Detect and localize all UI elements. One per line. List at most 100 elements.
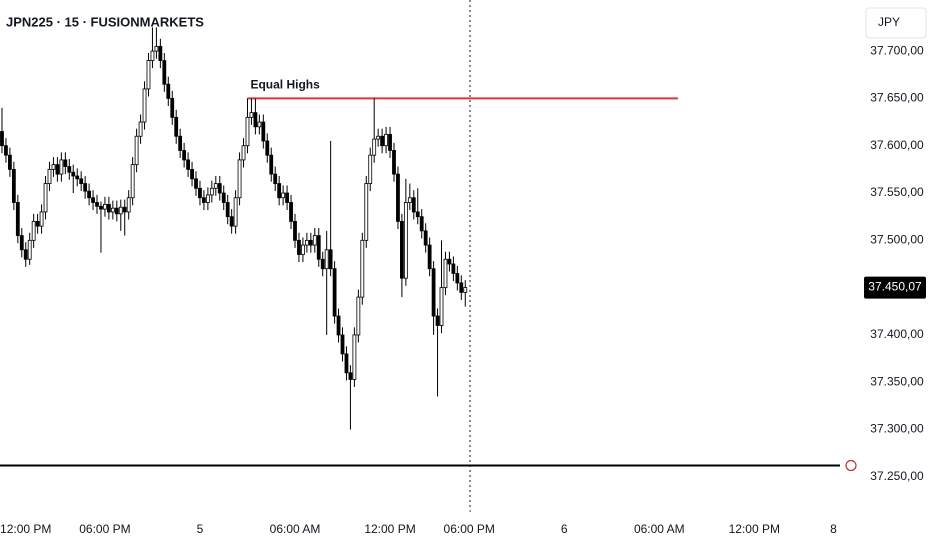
- candle-body: [106, 203, 111, 213]
- candle-body: [392, 150, 396, 175]
- candle-body: [407, 197, 412, 203]
- x-tick-label: 5: [197, 522, 204, 536]
- candle-body: [451, 263, 456, 274]
- candle-body: [154, 45, 159, 52]
- annotation-label: Equal Highs: [250, 78, 320, 92]
- candle-body: [217, 183, 222, 194]
- candle-body: [304, 239, 309, 246]
- candle-body: [435, 315, 440, 326]
- candle-body: [308, 239, 313, 246]
- candle-body: [427, 244, 432, 270]
- candle-body: [146, 60, 151, 90]
- candle-body: [439, 287, 444, 326]
- candle-body: [170, 98, 175, 118]
- candle-body: [63, 159, 68, 167]
- candle-body: [233, 197, 238, 227]
- candle-body: [372, 138, 377, 156]
- x-tick-label: 06:00 AM: [270, 522, 321, 536]
- y-tick-label: 37.300,00: [870, 422, 924, 436]
- candle-body: [4, 145, 8, 156]
- candle-body: [202, 197, 206, 203]
- candle-body: [7, 154, 12, 170]
- candle-body: [126, 197, 131, 213]
- candle-body: [83, 183, 88, 192]
- candle-body: [103, 203, 107, 210]
- candle-body: [35, 221, 40, 227]
- currency-box[interactable]: [865, 7, 927, 39]
- currency: JPY: [878, 15, 900, 29]
- candle-body: [162, 60, 167, 85]
- candle-body: [174, 116, 179, 137]
- candle-body: [459, 282, 464, 293]
- x-tick-label: 12:00 PM: [729, 522, 780, 536]
- candle-body: [396, 173, 400, 222]
- candle-body: [340, 334, 345, 355]
- candle-body: [142, 88, 147, 123]
- level-icon: [845, 459, 857, 472]
- candle-body: [249, 112, 254, 118]
- candle-body: [95, 202, 99, 207]
- candle-body: [273, 173, 278, 184]
- candle-body: [237, 159, 242, 199]
- y-tick-label: 37.700,00: [870, 43, 924, 57]
- candle-body: [376, 135, 381, 140]
- candle-body: [15, 202, 20, 237]
- candle-body: [51, 164, 56, 170]
- candle-body: [194, 178, 198, 189]
- candle-body: [87, 190, 91, 199]
- candle-body: [293, 221, 297, 241]
- candle-body: [27, 239, 32, 260]
- candle-body: [400, 221, 404, 279]
- candle-body: [316, 235, 321, 260]
- candle-body: [415, 211, 420, 218]
- candle-body: [447, 258, 452, 265]
- x-tick-label: 06:00 PM: [79, 522, 130, 536]
- candle-body: [360, 239, 365, 298]
- candle-body: [110, 207, 115, 213]
- y-tick-label: 37.500,00: [870, 233, 924, 247]
- candle-body: [158, 45, 163, 61]
- candle-body: [31, 221, 36, 241]
- candle-body: [368, 154, 373, 184]
- candle-body: [198, 187, 202, 199]
- candle-body: [336, 315, 341, 336]
- candle-body: [241, 145, 246, 161]
- candle-body: [75, 175, 80, 180]
- last-price-label: 37.450,07: [868, 280, 922, 294]
- candle-body: [344, 353, 349, 374]
- candle-body: [463, 287, 468, 293]
- candle-body: [297, 239, 301, 255]
- candle-body: [114, 207, 119, 215]
- y-tick-label: 37.400,00: [870, 327, 924, 341]
- candle-body: [186, 159, 190, 170]
- candle-body: [388, 133, 392, 151]
- candle-body: [55, 164, 60, 175]
- candle-body: [130, 164, 135, 199]
- chart-title: JPN225 · 15 · FUSIONMARKETS: [6, 14, 204, 29]
- candle-body: [419, 216, 424, 232]
- candle-body: [411, 197, 416, 213]
- candle-body: [348, 372, 353, 380]
- candle-body: [122, 206, 127, 213]
- candle-body: [257, 121, 262, 128]
- candle-body: [71, 171, 76, 177]
- candle-body: [11, 168, 16, 203]
- candle-body: [403, 202, 408, 279]
- candle-body: [67, 166, 72, 173]
- candle-body: [205, 194, 210, 203]
- candle-body: [423, 230, 428, 246]
- x-tick-label: 06:00 PM: [444, 522, 495, 536]
- last-price-box: [864, 276, 926, 299]
- candle-body: [289, 202, 293, 222]
- candle-body: [79, 178, 84, 184]
- candle-body: [380, 135, 385, 147]
- x-tick-label: 6: [561, 522, 568, 536]
- candle-body: [178, 135, 183, 151]
- candle-body: [182, 150, 187, 161]
- candle-body: [245, 116, 250, 147]
- candle-body: [384, 133, 388, 147]
- candle-body: [91, 197, 95, 203]
- candle-body: [328, 249, 333, 270]
- candle-body: [39, 211, 44, 227]
- candle-body: [150, 50, 155, 61]
